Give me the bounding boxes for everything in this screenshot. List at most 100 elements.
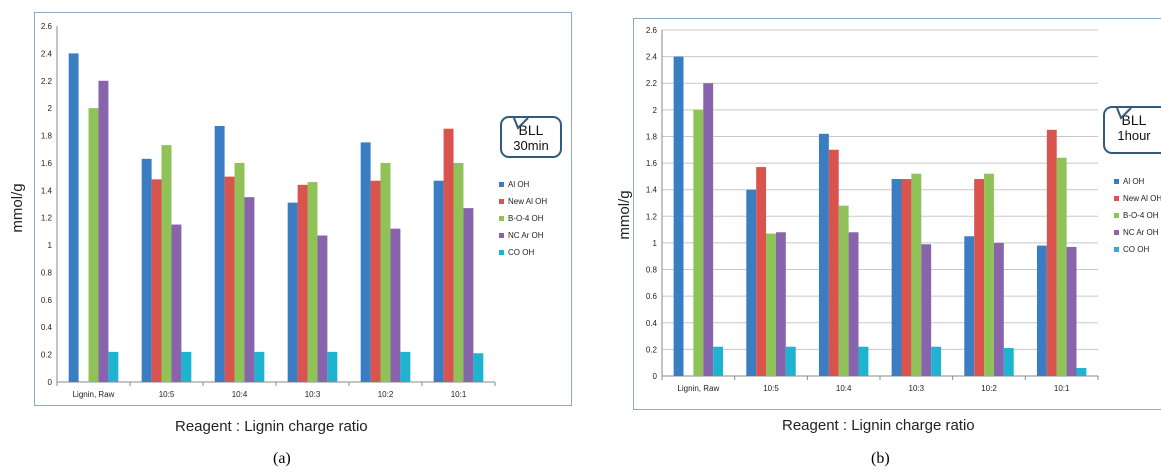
y-tick-label: 1.2: [41, 214, 53, 223]
bar: [244, 197, 255, 382]
bar: [931, 346, 942, 376]
bar: [1003, 348, 1014, 376]
legend-swatch: [499, 182, 504, 187]
legend-item: CO OH: [499, 244, 547, 261]
x-axis-title: Reagent : Lignin charge ratio: [175, 418, 368, 435]
y-tick-label: 1: [653, 239, 658, 248]
bar: [88, 108, 99, 383]
bar: [1046, 129, 1057, 376]
y-tick-label: 1: [48, 241, 53, 250]
legend-item: NC Ar OH: [1114, 224, 1161, 241]
y-tick-label: 1.6: [646, 159, 658, 168]
bar: [370, 180, 381, 382]
legend-item: Al OH: [1114, 173, 1161, 190]
bar: [1056, 157, 1067, 376]
bar: [141, 158, 152, 382]
legend-label: B-O-4 OH: [508, 214, 544, 223]
bar: [785, 346, 796, 376]
x-tick-label: 10:1: [1054, 384, 1070, 393]
y-tick-label: 0: [653, 372, 658, 381]
y-tick-label: 0.2: [41, 351, 53, 360]
legend-label: NC Ar OH: [1123, 228, 1159, 237]
y-tick-label: 2: [48, 104, 53, 113]
y-tick-label: 0.2: [646, 345, 658, 354]
bar: [828, 149, 839, 376]
bar: [984, 173, 994, 376]
bar: [297, 184, 308, 382]
bar-chart-a: 0 0.2 0.4 0.6 0.8 1 1.2 1.4 1.6 1.8 2 2.2 2.4 2.6 Lign…: [9, 22, 496, 399]
condition-callout: BLL 30min: [500, 116, 562, 158]
y-tick-label: 2.6: [41, 22, 53, 31]
callout-line-2: 1hour: [1117, 128, 1151, 143]
y-tick-label: 0: [48, 378, 53, 387]
bar: [214, 125, 225, 382]
bar: [756, 167, 767, 376]
legend-swatch: [499, 199, 504, 204]
bar: [766, 233, 776, 376]
callout-tail: [513, 117, 529, 130]
x-tick-label: Lignin, Raw: [73, 390, 115, 399]
bar: [746, 189, 757, 376]
bar: [858, 346, 869, 376]
bar: [181, 351, 192, 382]
bar: [433, 180, 444, 382]
bar: [1076, 368, 1087, 376]
bar: [390, 228, 401, 382]
bar: [921, 244, 932, 376]
y-tick-label: 2.6: [646, 26, 658, 35]
legend-label: CO OH: [508, 248, 535, 257]
bar: [453, 162, 464, 382]
bar: [693, 109, 704, 376]
x-tick-label: Lignin, Raw: [677, 384, 719, 393]
bar: [818, 133, 829, 376]
legend-item: New Al OH: [1114, 190, 1161, 207]
bar: [234, 162, 245, 382]
callout-line-2: 30min: [513, 138, 549, 153]
legend-label: New Al OH: [508, 197, 548, 206]
bar: [400, 351, 411, 382]
bar: [673, 56, 684, 376]
panel-label: (a): [273, 450, 291, 467]
x-tick-label: 10:2: [378, 390, 394, 399]
bar: [911, 173, 922, 376]
y-tick-label: 0.6: [41, 296, 53, 305]
y-tick-label: 0.8: [41, 268, 53, 277]
bar: [713, 346, 724, 376]
panel-label: (b): [871, 450, 890, 467]
bar: [964, 236, 975, 376]
legend-label: B-O-4 OH: [1123, 211, 1159, 220]
legend: Al OH New Al OH B-O-4 OH NC Ar OH CO OH: [1114, 173, 1161, 258]
x-tick-label: 10:5: [159, 390, 175, 399]
legend: Al OH New Al OH B-O-4 OH NC Ar OH CO OH: [499, 176, 547, 261]
bar: [974, 179, 985, 376]
legend-swatch: [499, 216, 504, 221]
bar: [327, 351, 338, 382]
bar: [703, 83, 714, 376]
y-tick-label: 1.8: [41, 132, 53, 141]
y-tick-label: 0.8: [646, 266, 658, 275]
bar: [848, 232, 859, 376]
legend-label: Al OH: [508, 180, 530, 189]
y-tick-label: 2.4: [41, 49, 53, 58]
x-axis-title: Reagent : Lignin charge ratio: [782, 417, 975, 434]
x-tick-label: 10:5: [763, 384, 779, 393]
legend-label: CO OH: [1123, 245, 1150, 254]
bar: [463, 208, 474, 382]
y-tick-label: 1.4: [41, 186, 53, 195]
bar: [68, 53, 79, 383]
y-tick-label: 1.4: [646, 186, 658, 195]
bar: [360, 142, 371, 382]
x-tick-label: 10:4: [232, 390, 248, 399]
y-tick-label: 2.2: [646, 79, 658, 88]
legend-swatch: [1114, 230, 1119, 235]
y-axis-title: mmol/g: [9, 183, 26, 232]
bar: [161, 145, 172, 382]
legend-swatch: [499, 250, 504, 255]
bar: [993, 242, 1004, 376]
legend-item: CO OH: [1114, 241, 1161, 258]
y-tick-label: 0.4: [41, 323, 53, 332]
legend-item: B-O-4 OH: [1114, 207, 1161, 224]
legend-swatch: [1114, 179, 1119, 184]
bar: [380, 162, 391, 382]
y-tick-label: 1.6: [41, 159, 53, 168]
